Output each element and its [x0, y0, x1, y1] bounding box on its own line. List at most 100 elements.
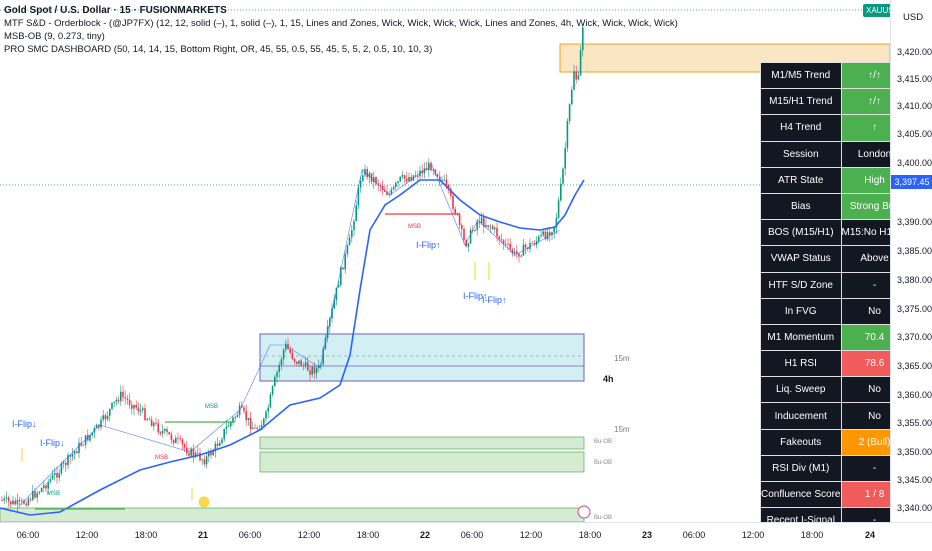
candle — [62, 462, 65, 464]
price-tick: 3,340.00 — [897, 503, 932, 513]
candle — [47, 481, 49, 489]
time-axis[interactable]: 06:00 12:00 18:00 21 06:00 12:00 18:00 22 06:00 1… — [0, 522, 932, 551]
candle — [289, 349, 291, 353]
candle — [183, 444, 186, 448]
candle — [441, 180, 443, 181]
candle — [164, 429, 166, 431]
dashboard-row: BOS (M15/H1)M15:No H1:No — [760, 219, 890, 247]
candle — [359, 180, 362, 188]
candle — [287, 343, 289, 350]
candle — [91, 432, 93, 435]
candle — [219, 442, 221, 446]
msb-label: MSB — [47, 491, 61, 497]
candle — [95, 424, 98, 428]
candle — [205, 456, 208, 465]
dashboard-row: Recent I-Signal - — [760, 507, 890, 522]
candle — [436, 174, 439, 177]
dashboard-label: HTF S/D Zone — [760, 271, 842, 299]
candle — [524, 244, 527, 248]
symbol-title[interactable]: Gold Spot / U.S. Dollar · 15 · FUSIONMAR… — [4, 5, 227, 16]
candle — [337, 284, 340, 288]
price-tick: 3,375.00 — [897, 304, 932, 314]
candle — [557, 200, 560, 218]
candle — [309, 370, 311, 375]
candle — [111, 402, 113, 409]
candle — [357, 187, 360, 206]
dashboard-row: RSI Div (M1) - — [760, 454, 890, 483]
candle — [485, 225, 487, 227]
demand-zone-15m — [259, 436, 585, 450]
candle — [496, 227, 498, 237]
candle — [507, 243, 509, 245]
candle — [100, 419, 102, 428]
candle — [137, 407, 140, 412]
candle — [293, 358, 296, 362]
candle — [300, 360, 302, 367]
candle — [476, 221, 478, 230]
dashboard-value: No — [840, 376, 890, 404]
indicator-legend-smc-dashboard[interactable]: PRO SMC DASHBOARD (50, 14, 14, 15, Botto… — [4, 44, 433, 55]
candle — [513, 251, 516, 254]
candle — [452, 195, 454, 210]
candle — [208, 451, 210, 457]
candle — [395, 182, 397, 188]
dashboard-value: - — [840, 454, 890, 483]
zone-label: Bu-OB — [594, 515, 613, 521]
candle — [247, 417, 250, 420]
candle — [23, 500, 25, 504]
candle — [25, 503, 27, 506]
candle — [153, 422, 155, 427]
iflip-down-label: I-Flip↓ — [12, 419, 37, 429]
time-tick: 06:00 — [682, 530, 706, 540]
price-axis[interactable]: USD 3,397.45 3,420.00 3,415.00 3,410.00 3,4… — [890, 0, 932, 522]
candle — [133, 404, 135, 409]
candle — [223, 428, 225, 440]
candle — [322, 348, 324, 365]
time-tick: 23 — [641, 530, 653, 540]
time-tick: 18:00 — [578, 530, 602, 540]
candle — [311, 366, 313, 375]
candle — [392, 187, 395, 190]
dashboard-row: M15/H1 Trend ↑/↑ — [760, 88, 890, 116]
candle — [318, 364, 320, 368]
candle — [384, 190, 386, 192]
candle — [179, 438, 181, 440]
dashboard-row: VWAP Status Above — [760, 245, 890, 273]
candle — [43, 485, 45, 488]
candle — [76, 451, 78, 453]
candle — [390, 189, 393, 194]
candle — [82, 444, 85, 446]
candle — [432, 169, 434, 171]
candle — [280, 359, 283, 365]
demand-zone-15m — [0, 507, 585, 522]
candle — [425, 168, 428, 171]
candle — [225, 426, 228, 429]
candle — [509, 243, 511, 250]
symbol-badge[interactable]: XAUUSD — [863, 4, 890, 17]
candle — [252, 427, 254, 430]
candle — [480, 217, 483, 224]
candle — [267, 407, 269, 412]
candle — [582, 27, 584, 51]
candle — [181, 439, 184, 445]
vwap-line — [0, 179, 585, 516]
dashboard-row: Liq. Sweep No — [760, 376, 890, 404]
candle — [364, 169, 366, 176]
dashboard-value: ↑/↑ — [840, 88, 890, 116]
candle — [291, 352, 294, 359]
chart-area[interactable]: Gold Spot / U.S. Dollar · 15 · FUSIONMAR… — [0, 0, 890, 522]
price-tick: 3,420.00 — [897, 47, 932, 57]
price-chart[interactable] — [0, 0, 890, 522]
indicator-legend-msb-ob[interactable]: MSB-OB (9, 0.273, tiny) — [4, 31, 105, 42]
candle — [124, 397, 126, 399]
indicator-legend-sd-orderblock[interactable]: MTF S&D - Orderblock - (@JP7FX) (12, 12,… — [4, 18, 678, 29]
dashboard-value: No — [840, 297, 890, 325]
candle — [346, 245, 349, 255]
candle — [469, 229, 472, 244]
candle — [414, 175, 417, 177]
time-tick: 21 — [197, 530, 209, 540]
candle — [428, 162, 430, 171]
currency-label[interactable]: USD — [903, 12, 924, 23]
candle — [551, 232, 553, 236]
candle — [249, 417, 252, 430]
